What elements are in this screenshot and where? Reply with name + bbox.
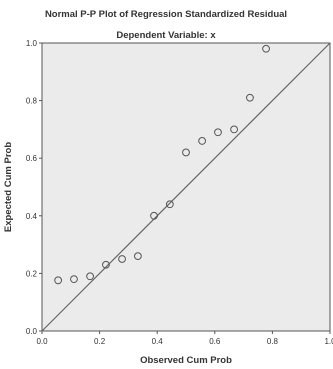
y-tick-label: 0.0 (26, 327, 38, 336)
x-tick-label: 0.6 (209, 337, 221, 346)
y-tick-label: 1.0 (26, 39, 38, 48)
y-axis-label: Expected Cum Prob (3, 142, 14, 232)
x-tick-label: 0.0 (36, 337, 48, 346)
data-point (198, 137, 207, 145)
data-point (134, 252, 142, 261)
data-point (165, 200, 174, 209)
x-tick-label: 0.8 (267, 337, 279, 346)
data-point (118, 255, 126, 263)
x-tick-label: 0.4 (152, 337, 164, 346)
data-point (230, 125, 238, 134)
data-point (182, 148, 190, 157)
chart-subtitle: Dependent Variable: x (116, 30, 216, 41)
x-axis-label: Observed Cum Prob (140, 355, 232, 366)
y-tick-label: 0.2 (26, 269, 38, 278)
data-point (150, 211, 158, 220)
x-tick-label: 1.0 (324, 337, 333, 346)
data-point (54, 276, 63, 285)
data-point (102, 260, 110, 269)
reference-line (41, 42, 331, 332)
data-point (214, 128, 222, 137)
data-point (70, 275, 78, 284)
data-point (246, 93, 254, 102)
x-tick-label: 0.2 (94, 337, 106, 346)
data-point (86, 272, 94, 281)
chart-title: Normal P-P Plot of Regression Standardiz… (45, 9, 287, 20)
y-tick-label: 0.6 (26, 154, 38, 163)
data-point (262, 44, 270, 53)
y-tick-label: 0.4 (26, 212, 38, 221)
y-tick-label: 0.8 (26, 97, 38, 106)
